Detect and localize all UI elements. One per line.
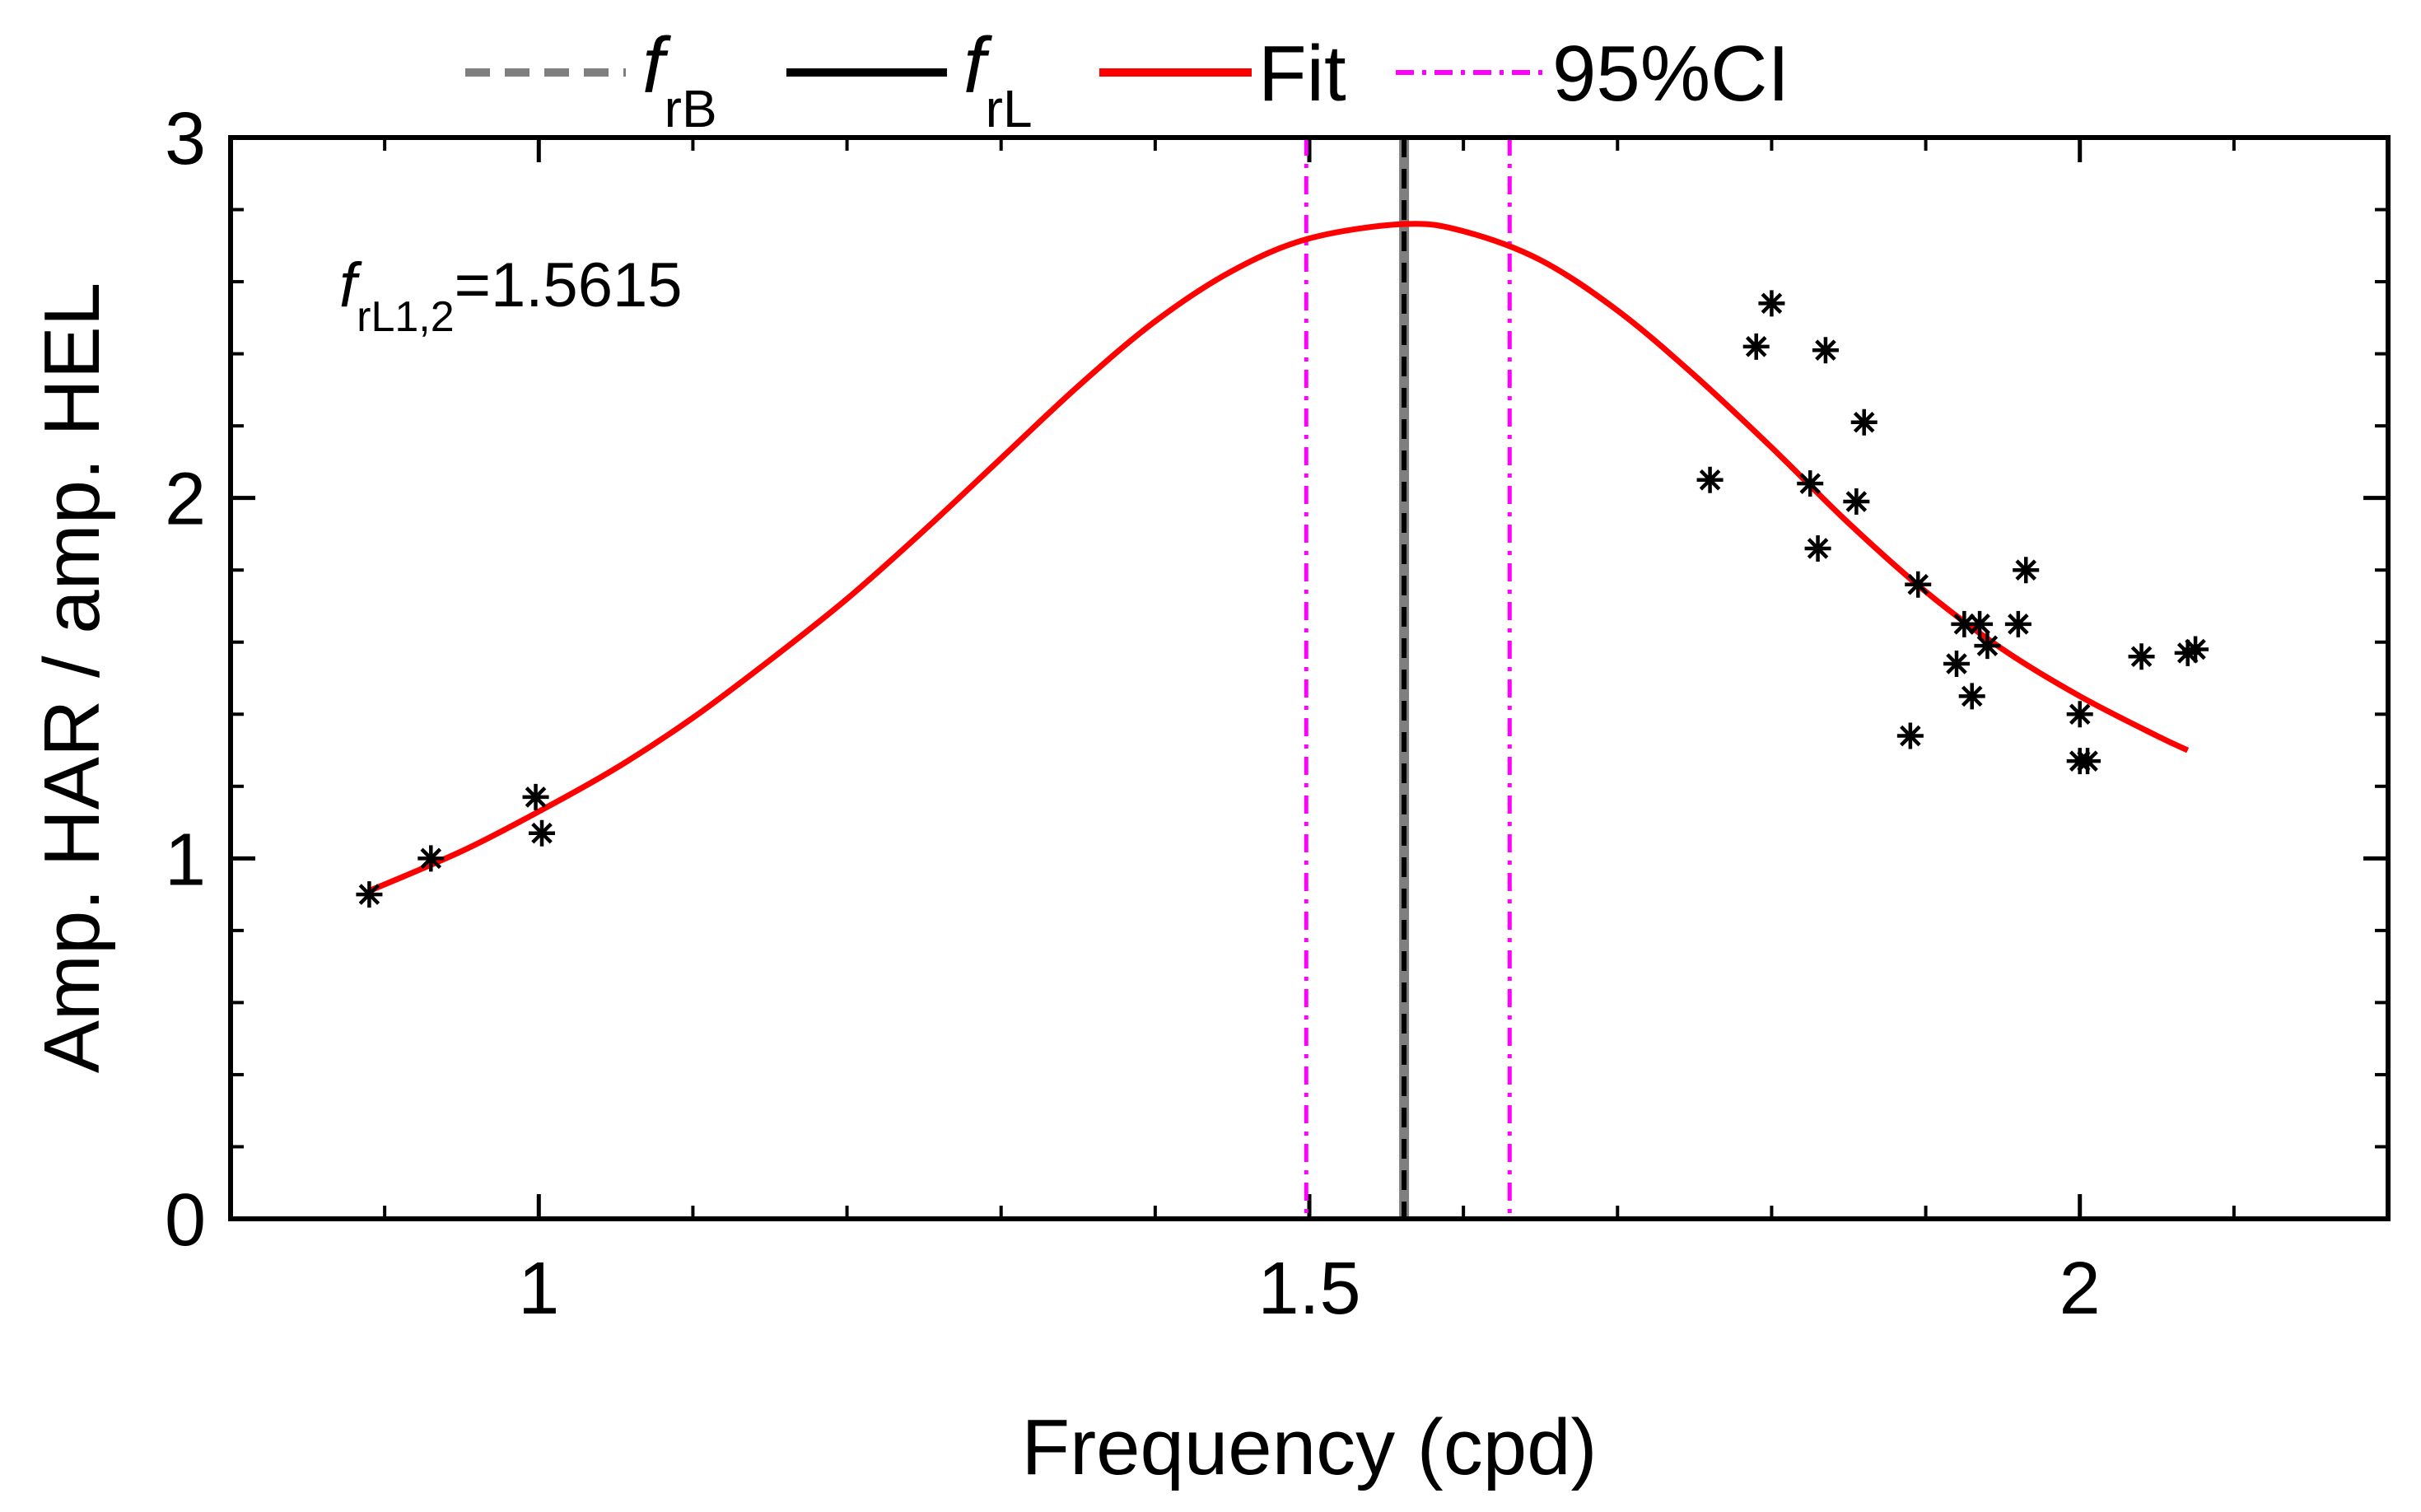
asterisk-marker bbox=[1958, 683, 1985, 710]
y-tick-label: 2 bbox=[165, 459, 206, 541]
asterisk-marker bbox=[1905, 571, 1932, 598]
data-point bbox=[2004, 610, 2031, 637]
data-point bbox=[1951, 610, 1978, 637]
y-tick-label: 1 bbox=[165, 819, 206, 901]
annotation-value: =1.5615 bbox=[455, 250, 683, 320]
data-point bbox=[1812, 337, 1839, 364]
asterisk-marker bbox=[356, 881, 383, 908]
asterisk-marker bbox=[2074, 748, 2101, 775]
asterisk-marker bbox=[1896, 722, 1924, 749]
legend: frB frL Fit 95%CI bbox=[465, 21, 1789, 138]
asterisk-marker bbox=[1758, 290, 1785, 317]
data-point bbox=[417, 845, 445, 872]
data-point bbox=[1843, 488, 1870, 516]
annotation-frL12: frL1,2=1.5615 bbox=[339, 250, 683, 341]
y-axis-title: Amp. HAR / amp. HEL bbox=[28, 282, 116, 1073]
asterisk-marker bbox=[1966, 610, 1994, 637]
data-point bbox=[1943, 650, 1970, 677]
data-point bbox=[1742, 333, 1770, 360]
data-point bbox=[1696, 466, 1724, 493]
legend-ci-label: 95%CI bbox=[1552, 30, 1789, 118]
axes: 1 1.5 2 0 1 2 3 bbox=[165, 98, 2388, 1330]
asterisk-marker bbox=[2066, 701, 2093, 728]
asterisk-marker bbox=[2182, 636, 2209, 663]
asterisk-marker bbox=[2004, 610, 2031, 637]
x-axis-title: Frequency (cpd) bbox=[1022, 1403, 1598, 1491]
asterisk-marker bbox=[417, 845, 445, 872]
data-point bbox=[1905, 571, 1932, 598]
reference-lines bbox=[1304, 138, 1512, 1219]
data-point bbox=[2074, 748, 2101, 775]
data-point bbox=[522, 783, 549, 810]
asterisk-marker bbox=[1943, 650, 1970, 677]
asterisk-marker bbox=[522, 783, 549, 810]
fit-series bbox=[368, 221, 2190, 894]
data-points bbox=[356, 290, 2209, 908]
asterisk-marker bbox=[2174, 639, 2201, 666]
asterisk-marker bbox=[2013, 557, 2040, 584]
data-point bbox=[1758, 290, 1785, 317]
data-point bbox=[2174, 639, 2201, 666]
data-point bbox=[1974, 632, 2001, 660]
data-point bbox=[2066, 701, 2093, 728]
data-point bbox=[1797, 470, 1824, 497]
asterisk-marker bbox=[529, 819, 556, 847]
plot-frame bbox=[228, 135, 2391, 1221]
data-point bbox=[1850, 408, 1878, 436]
asterisk-marker bbox=[1742, 333, 1770, 360]
legend-frL-sub: rL bbox=[986, 79, 1033, 138]
asterisk-marker bbox=[1804, 534, 1831, 562]
data-point bbox=[1896, 722, 1924, 749]
x-tick-label: 2 bbox=[2059, 1248, 2101, 1330]
y-tick-label: 0 bbox=[165, 1179, 206, 1262]
asterisk-marker bbox=[1974, 632, 2001, 660]
asterisk-marker bbox=[1812, 337, 1839, 364]
data-point bbox=[356, 881, 383, 908]
asterisk-marker bbox=[1797, 470, 1824, 497]
y-tick-label: 3 bbox=[165, 98, 206, 180]
asterisk-marker bbox=[1951, 610, 1978, 637]
asterisk-marker bbox=[1850, 408, 1878, 436]
legend-frB-sub: rB bbox=[665, 79, 717, 138]
data-point bbox=[2128, 643, 2155, 670]
asterisk-marker bbox=[2128, 643, 2155, 670]
x-tick-label: 1.5 bbox=[1257, 1248, 1360, 1330]
data-point bbox=[1804, 534, 1831, 562]
legend-frB-label: frB bbox=[642, 21, 717, 138]
legend-frL-label: frL bbox=[963, 21, 1033, 138]
fit-curve bbox=[368, 221, 2190, 894]
legend-fit-label: Fit bbox=[1258, 30, 1346, 118]
data-point bbox=[1958, 683, 1985, 710]
x-tick-label: 1 bbox=[518, 1248, 559, 1330]
data-point bbox=[529, 819, 556, 847]
annotation-sub: rL1,2 bbox=[357, 293, 455, 341]
data-point bbox=[2013, 557, 2040, 584]
asterisk-marker bbox=[1696, 466, 1724, 493]
asterisk-marker bbox=[1843, 488, 1870, 516]
data-point bbox=[2182, 636, 2209, 663]
data-point bbox=[1966, 610, 1994, 637]
